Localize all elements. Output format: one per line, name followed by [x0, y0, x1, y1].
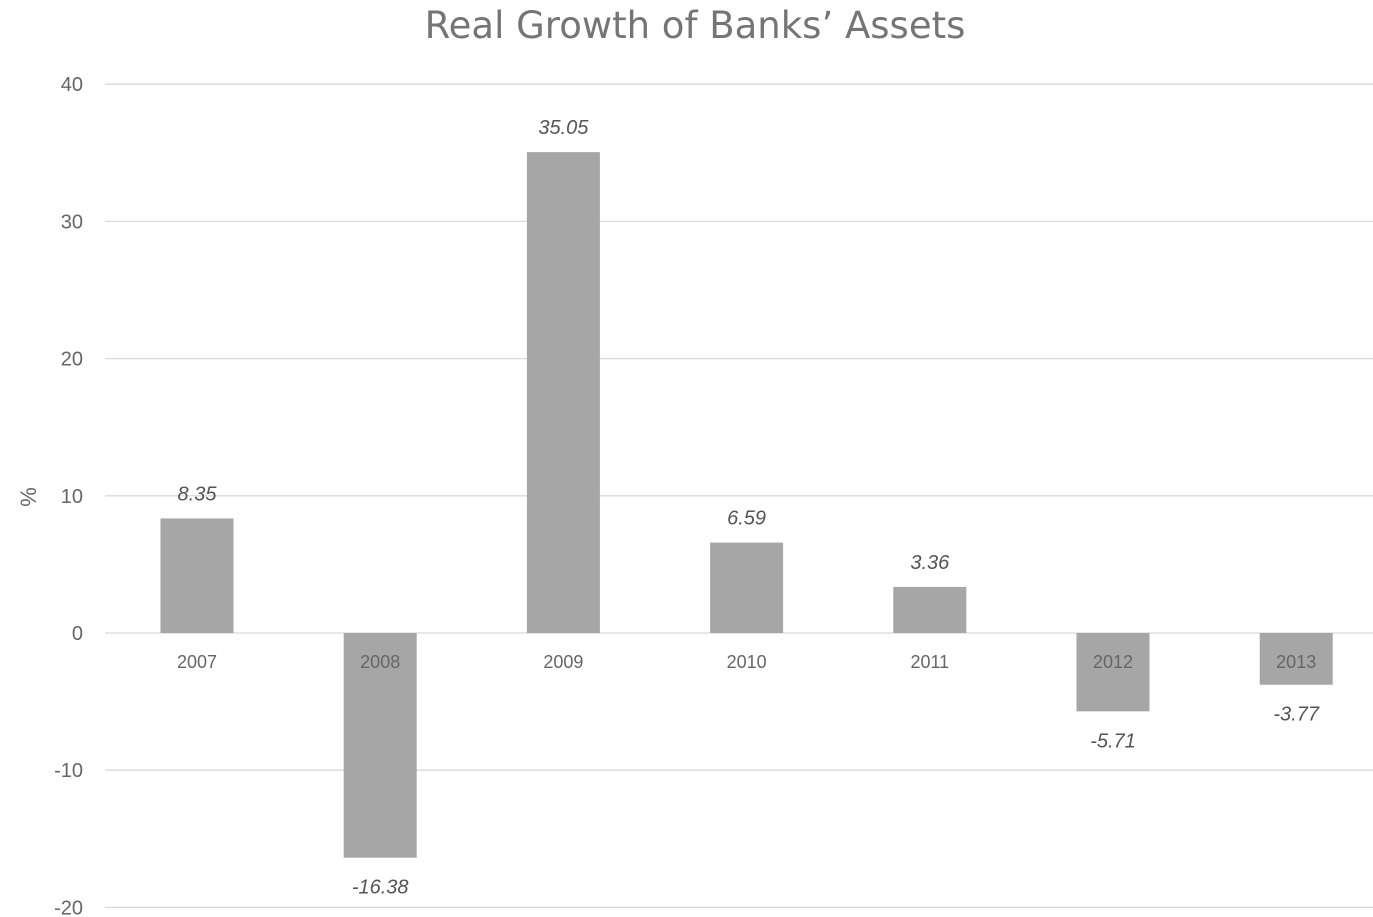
y-tick-label: 40	[61, 74, 83, 96]
gridlines	[105, 83, 1373, 909]
bar-2011	[893, 586, 967, 633]
x-category-label: 2010	[727, 652, 767, 672]
y-axis-tick-labels: -20 -10 0 10 20 30 40	[54, 74, 83, 917]
x-category-label: 2008	[360, 652, 400, 672]
y-axis-title: %	[16, 487, 41, 507]
data-label: 3.36	[910, 552, 950, 574]
y-tick-label: -20	[54, 897, 83, 917]
data-labels: 8.35 -16.38 35.05 6.59 3.36 -5.71 -3.77	[178, 117, 1320, 899]
data-label: -5.71	[1090, 730, 1136, 752]
x-category-label: 2007	[177, 652, 217, 672]
y-tick-label: 20	[61, 349, 83, 371]
x-axis-category-labels: 2007 2008 2009 2010 2011 2012 2013	[177, 652, 1316, 672]
data-label: 6.59	[727, 508, 766, 530]
bar-2008	[343, 633, 417, 858]
x-category-label: 2009	[543, 652, 583, 672]
y-tick-label: 10	[61, 486, 83, 508]
chart-title: Real Growth of Banks’ Assets	[424, 4, 966, 47]
bar-2007	[160, 518, 234, 633]
bars	[160, 152, 1333, 858]
x-category-label: 2013	[1276, 652, 1316, 672]
y-tick-label: -10	[54, 760, 83, 782]
data-label: 35.05	[538, 117, 589, 139]
data-label: -3.77	[1273, 704, 1319, 726]
bar-2012	[1076, 633, 1150, 712]
bar-2009	[526, 152, 600, 633]
data-label: -16.38	[352, 877, 409, 899]
bar-2010	[710, 542, 784, 633]
data-label: 8.35	[178, 483, 218, 505]
x-category-label: 2011	[910, 652, 949, 672]
y-tick-label: 30	[61, 211, 83, 233]
x-category-label: 2012	[1093, 652, 1133, 672]
y-tick-label: 0	[72, 623, 83, 645]
bar-2013	[1259, 633, 1333, 685]
